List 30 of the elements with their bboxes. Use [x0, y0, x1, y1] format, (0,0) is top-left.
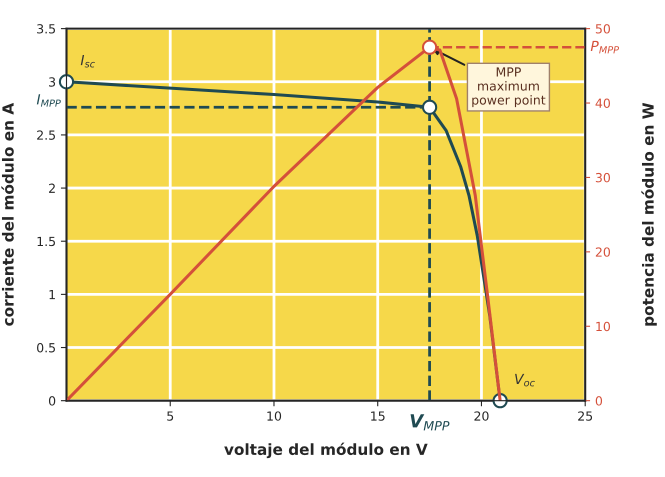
ref-line-label: V$_{MPP}$ — [410, 414, 450, 430]
y2-tick-label: 50 — [596, 24, 610, 34]
ref-line-label: I$_{MPP}$ — [36, 94, 61, 107]
y2-axis-title: potencia del módulo en W — [641, 102, 657, 326]
y2-tick-label: 0 — [596, 396, 602, 406]
x-tick-label: 15 — [371, 411, 385, 421]
y-axis-title: corriente del módulo en A — [1, 102, 14, 326]
annotation: I$_{sc}$ — [80, 54, 95, 68]
y-tick-label: 2 — [49, 184, 55, 193]
y-tick-label: 0 — [48, 396, 56, 406]
y2-tick-label: 30 — [596, 172, 610, 182]
y-tick-label: 0.5 — [37, 343, 55, 352]
annotation: MPP maximum power point — [472, 67, 546, 108]
x-tick-label: 5 — [167, 411, 174, 421]
y2-tick-label: 10 — [596, 322, 610, 332]
ref-line-label: P$_{MPP}$ — [590, 40, 619, 54]
y-tick-label: 3.5 — [37, 24, 55, 34]
y2-tick-label: 40 — [596, 98, 610, 108]
annotation: V$_{oc}$ — [515, 374, 535, 386]
y-tick-label: 3 — [49, 77, 56, 87]
x-tick-label: 25 — [578, 411, 592, 421]
y-tick-label: 2.5 — [37, 130, 55, 140]
y-tick-label: 1.5 — [38, 236, 55, 246]
x-tick-label: 10 — [267, 411, 282, 421]
point — [422, 100, 438, 115]
point — [58, 74, 74, 90]
x-tick-label: 20 — [474, 411, 489, 421]
x-axis-title: voltaje del módulo en V — [224, 442, 428, 458]
y2-tick-label: 20 — [596, 247, 610, 257]
y-tick-label: 1 — [50, 290, 55, 300]
